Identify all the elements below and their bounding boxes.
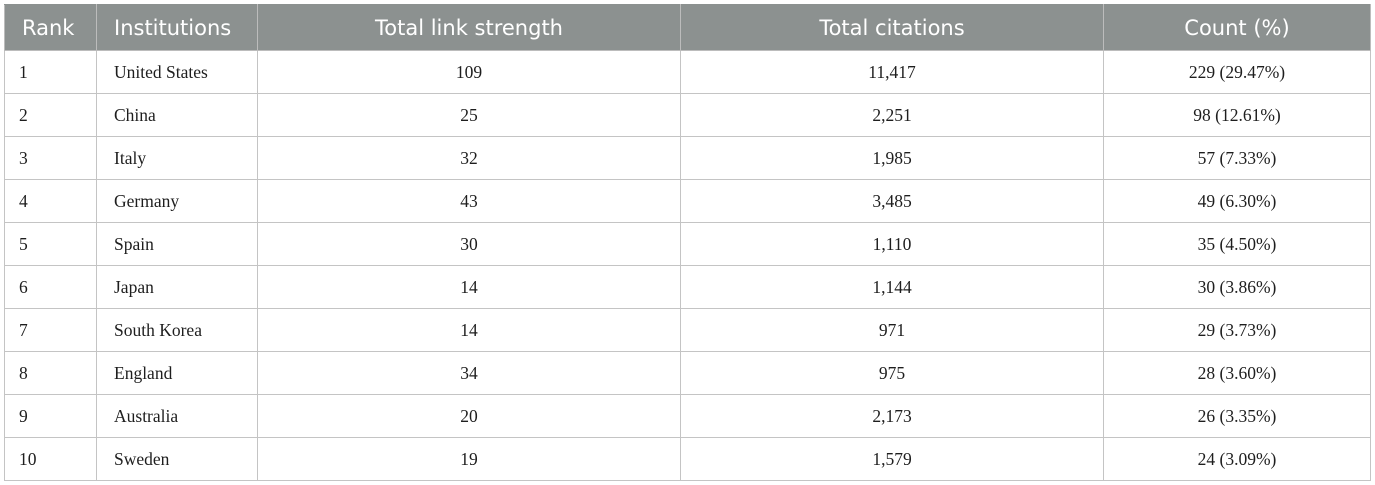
cell-link-strength: 19 (257, 437, 681, 481)
cell-link-strength: 20 (257, 394, 681, 438)
table-row: 6 Japan 14 1,144 30 (3.86%) (4, 265, 1371, 309)
header-institutions: Institutions (96, 4, 258, 51)
cell-citations: 1,144 (680, 265, 1104, 309)
cell-institution: Germany (96, 179, 258, 223)
cell-institution: England (96, 351, 258, 395)
header-rank: Rank (4, 4, 97, 51)
cell-institution: Italy (96, 136, 258, 180)
cell-institution: Sweden (96, 437, 258, 481)
cell-citations: 11,417 (680, 50, 1104, 94)
cell-institution: Australia (96, 394, 258, 438)
cell-institution: China (96, 93, 258, 137)
cell-link-strength: 43 (257, 179, 681, 223)
cell-citations: 1,985 (680, 136, 1104, 180)
cell-citations: 1,579 (680, 437, 1104, 481)
cell-institution: Japan (96, 265, 258, 309)
table-row: 10 Sweden 19 1,579 24 (3.09%) (4, 437, 1371, 481)
table-row: 1 United States 109 11,417 229 (29.47%) (4, 50, 1371, 94)
cell-link-strength: 34 (257, 351, 681, 395)
cell-citations: 971 (680, 308, 1104, 352)
table-row: 5 Spain 30 1,110 35 (4.50%) (4, 222, 1371, 266)
cell-link-strength: 25 (257, 93, 681, 137)
cell-count: 49 (6.30%) (1103, 179, 1371, 223)
cell-citations: 1,110 (680, 222, 1104, 266)
cell-rank: 6 (4, 265, 97, 309)
cell-link-strength: 32 (257, 136, 681, 180)
cell-count: 29 (3.73%) (1103, 308, 1371, 352)
cell-citations: 2,251 (680, 93, 1104, 137)
countries-table: Rank Institutions Total link strength To… (4, 4, 1371, 481)
cell-count: 57 (7.33%) (1103, 136, 1371, 180)
cell-link-strength: 30 (257, 222, 681, 266)
cell-citations: 2,173 (680, 394, 1104, 438)
cell-count: 24 (3.09%) (1103, 437, 1371, 481)
cell-rank: 7 (4, 308, 97, 352)
cell-rank: 10 (4, 437, 97, 481)
cell-rank: 8 (4, 351, 97, 395)
cell-citations: 975 (680, 351, 1104, 395)
table-row: 7 South Korea 14 971 29 (3.73%) (4, 308, 1371, 352)
cell-count: 26 (3.35%) (1103, 394, 1371, 438)
cell-link-strength: 14 (257, 265, 681, 309)
cell-rank: 5 (4, 222, 97, 266)
cell-count: 30 (3.86%) (1103, 265, 1371, 309)
table-row: 8 England 34 975 28 (3.60%) (4, 351, 1371, 395)
data-table-container: Rank Institutions Total link strength To… (4, 4, 1371, 481)
cell-institution: Spain (96, 222, 258, 266)
cell-institution: South Korea (96, 308, 258, 352)
cell-institution: United States (96, 50, 258, 94)
cell-rank: 1 (4, 50, 97, 94)
cell-rank: 9 (4, 394, 97, 438)
table-row: 2 China 25 2,251 98 (12.61%) (4, 93, 1371, 137)
table-header-row: Rank Institutions Total link strength To… (4, 4, 1371, 51)
header-total-link-strength: Total link strength (257, 4, 681, 51)
cell-citations: 3,485 (680, 179, 1104, 223)
cell-link-strength: 14 (257, 308, 681, 352)
header-count-percent: Count (%) (1103, 4, 1371, 51)
cell-rank: 4 (4, 179, 97, 223)
cell-count: 35 (4.50%) (1103, 222, 1371, 266)
cell-count: 28 (3.60%) (1103, 351, 1371, 395)
header-total-citations: Total citations (680, 4, 1104, 51)
table-row: 4 Germany 43 3,485 49 (6.30%) (4, 179, 1371, 223)
cell-count: 98 (12.61%) (1103, 93, 1371, 137)
table-row: 9 Australia 20 2,173 26 (3.35%) (4, 394, 1371, 438)
cell-count: 229 (29.47%) (1103, 50, 1371, 94)
cell-link-strength: 109 (257, 50, 681, 94)
cell-rank: 3 (4, 136, 97, 180)
table-row: 3 Italy 32 1,985 57 (7.33%) (4, 136, 1371, 180)
cell-rank: 2 (4, 93, 97, 137)
